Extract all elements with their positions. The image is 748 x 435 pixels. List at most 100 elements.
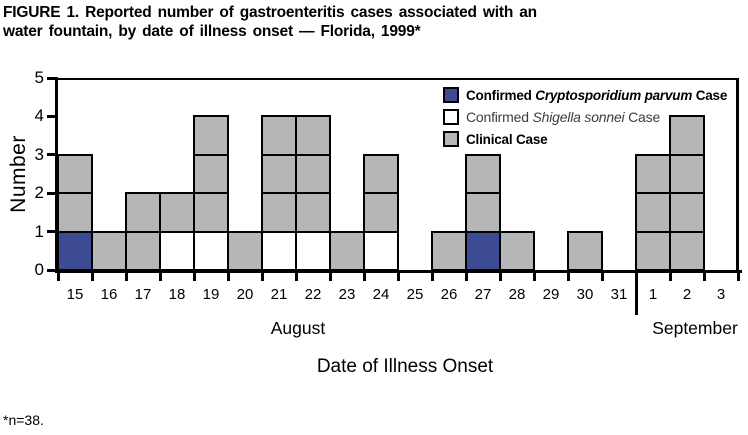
case-cell-august-18-shigella <box>159 230 195 271</box>
case-cell-august-19-clinical <box>193 153 229 195</box>
case-cell-august-24-clinical <box>363 153 399 195</box>
plot-area: Number August September Date of Illness … <box>7 68 742 377</box>
case-cell-september-2-clinical <box>669 230 705 271</box>
x-tick-16 <box>600 270 604 281</box>
x-tick-13 <box>498 270 502 281</box>
case-cell-august-15-crypto <box>57 230 93 271</box>
x-tick-label-25: 25 <box>406 286 424 303</box>
x-tick-label-27: 27 <box>474 286 492 303</box>
figure-title: FIGURE 1. Reported number of gastroenter… <box>3 3 537 41</box>
case-cell-august-19-clinical <box>193 115 229 156</box>
x-tick-label-24: 24 <box>372 286 390 303</box>
case-cell-august-17-clinical <box>125 230 161 271</box>
case-cell-august-17-clinical <box>125 192 161 233</box>
case-cell-august-30-clinical <box>567 230 603 271</box>
x-tick-label-19: 19 <box>202 286 220 303</box>
footnote: *n=38. <box>3 412 44 428</box>
case-cell-august-22-shigella <box>295 230 331 271</box>
x-tick-label-26: 26 <box>440 286 458 303</box>
case-cell-august-22-clinical <box>295 192 331 233</box>
x-tick-label-28: 28 <box>508 286 526 303</box>
x-tick-label-29: 29 <box>542 286 560 303</box>
x-tick-label-17: 17 <box>134 286 152 303</box>
y-tick-label-0: 0 <box>34 260 44 279</box>
case-cell-august-15-clinical <box>57 192 93 233</box>
case-cell-august-27-clinical <box>465 153 501 195</box>
legend-label-crypto: Confirmed Cryptosporidium parvum Case <box>466 87 728 103</box>
y-tick-5 <box>47 76 58 80</box>
case-cell-august-15-clinical <box>57 153 93 195</box>
case-cell-august-19-clinical <box>193 192 229 233</box>
y-tick-4 <box>47 114 58 118</box>
legend-swatch-clinical <box>443 131 459 147</box>
x-tick-label-31: 31 <box>610 286 628 303</box>
x-tick-label-15: 15 <box>66 286 84 303</box>
x-tick-label-3: 3 <box>716 286 726 303</box>
y-axis-line <box>55 78 58 273</box>
x-tick-20 <box>736 270 740 281</box>
y-tick-label-2: 2 <box>34 183 44 203</box>
plot-top-border <box>55 78 739 80</box>
x-tick-4 <box>192 270 196 281</box>
x-tick-11 <box>430 270 434 281</box>
x-tick-5 <box>226 270 230 281</box>
legend-swatch-crypto <box>443 87 459 103</box>
legend-item-shigella: Confirmed Shigella sonnei Case <box>443 108 660 126</box>
case-cell-september-1-clinical <box>635 153 671 195</box>
x-tick-label-20: 20 <box>236 286 254 303</box>
case-cell-august-21-clinical <box>261 115 297 156</box>
case-cell-august-28-clinical <box>499 230 535 271</box>
x-tick-label-23: 23 <box>338 286 356 303</box>
x-tick-label-16: 16 <box>100 286 118 303</box>
x-axis-title: Date of Illness Onset <box>316 356 494 377</box>
case-cell-august-21-shigella <box>261 230 297 271</box>
x-tick-2 <box>124 270 128 281</box>
x-tick-7 <box>294 270 298 281</box>
case-cell-august-26-clinical <box>431 230 467 271</box>
x-tick-label-21: 21 <box>270 286 288 303</box>
x-tick-label-2: 2 <box>682 286 692 303</box>
case-cell-august-22-clinical <box>295 153 331 195</box>
y-tick-0 <box>47 268 58 272</box>
x-tick-17 <box>634 270 638 281</box>
x-tick-14 <box>532 270 536 281</box>
legend-item-clinical: Clinical Case <box>443 130 548 148</box>
y-tick-label-3: 3 <box>34 144 44 164</box>
x-tick-18 <box>668 270 672 281</box>
y-tick-1 <box>47 230 58 234</box>
case-cell-august-22-clinical <box>295 115 331 156</box>
legend-label-shigella: Confirmed Shigella sonnei Case <box>466 109 661 125</box>
case-cell-september-1-clinical <box>635 230 671 271</box>
x-tick-1 <box>90 270 94 281</box>
x-tick-10 <box>396 270 400 281</box>
case-cell-august-27-clinical <box>465 192 501 233</box>
case-cell-august-24-shigella <box>363 230 399 271</box>
x-tick-9 <box>362 270 366 281</box>
x-tick-8 <box>328 270 332 281</box>
case-cell-august-21-clinical <box>261 153 297 195</box>
legend-swatch-shigella <box>443 109 459 125</box>
x-tick-19 <box>702 270 706 281</box>
x-tick-6 <box>260 270 264 281</box>
case-cell-september-2-clinical <box>669 192 705 233</box>
case-cell-august-16-clinical <box>91 230 127 271</box>
x-tick-12 <box>464 270 468 281</box>
case-cell-september-1-clinical <box>635 192 671 233</box>
month-label-august: August <box>270 318 326 338</box>
x-tick-label-30: 30 <box>576 286 594 303</box>
figure-title-line1: FIGURE 1. Reported number of gastroenter… <box>3 4 537 21</box>
x-tick-label-18: 18 <box>168 286 186 303</box>
month-label-september: September <box>652 318 738 338</box>
figure-title-line2: water fountain, by date of illness onset… <box>3 23 421 40</box>
case-cell-september-2-clinical <box>669 115 705 156</box>
plot-right-border <box>736 78 739 270</box>
y-tick-label-5: 5 <box>34 68 44 87</box>
y-tick-label-1: 1 <box>34 221 44 241</box>
x-tick-label-22: 22 <box>304 286 322 303</box>
x-tick-15 <box>566 270 570 281</box>
legend-item-crypto: Confirmed Cryptosporidium parvum Case <box>443 86 727 104</box>
case-cell-september-2-clinical <box>669 153 705 195</box>
case-cell-august-24-clinical <box>363 192 399 233</box>
case-cell-august-21-clinical <box>261 192 297 233</box>
